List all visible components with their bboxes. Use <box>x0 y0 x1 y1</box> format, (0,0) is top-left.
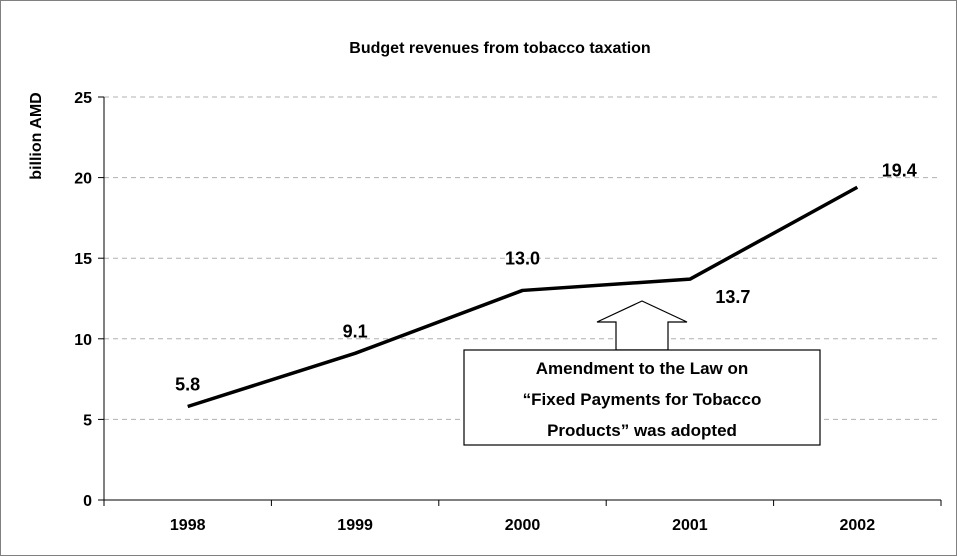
callout-arrow <box>597 301 687 350</box>
axes: 0 5 10 15 20 25 1998 1999 2000 2001 2002 <box>74 90 941 534</box>
x-tick-label-1999: 1999 <box>337 517 373 534</box>
y-axis-label: billion AMD <box>28 92 45 179</box>
data-label-2002: 19.4 <box>882 160 917 180</box>
callout-line-2: “Fixed Payments for Tobacco <box>523 390 762 409</box>
x-tick-label-2001: 2001 <box>672 517 708 534</box>
x-tick-label-2000: 2000 <box>505 517 541 534</box>
callout-line-1: Amendment to the Law on <box>536 359 749 378</box>
annotation-callout: Amendment to the Law on “Fixed Payments … <box>464 301 820 445</box>
data-label-2000: 13.0 <box>505 248 540 268</box>
y-tick-label-15: 15 <box>74 251 92 268</box>
chart-title: Budget revenues from tobacco taxation <box>349 40 650 57</box>
y-tick-label-25: 25 <box>74 90 92 107</box>
x-tick-label-1998: 1998 <box>170 517 206 534</box>
callout-line-3: Products” was adopted <box>547 421 737 440</box>
data-label-1998: 5.8 <box>175 375 200 395</box>
data-label-1999: 9.1 <box>343 321 368 341</box>
data-label-2001: 13.7 <box>715 287 750 307</box>
x-tick-label-2002: 2002 <box>840 517 876 534</box>
y-tick-label-0: 0 <box>83 493 92 510</box>
y-tick-label-20: 20 <box>74 171 92 188</box>
y-tick-label-10: 10 <box>74 332 92 349</box>
y-tick-label-5: 5 <box>83 412 92 429</box>
